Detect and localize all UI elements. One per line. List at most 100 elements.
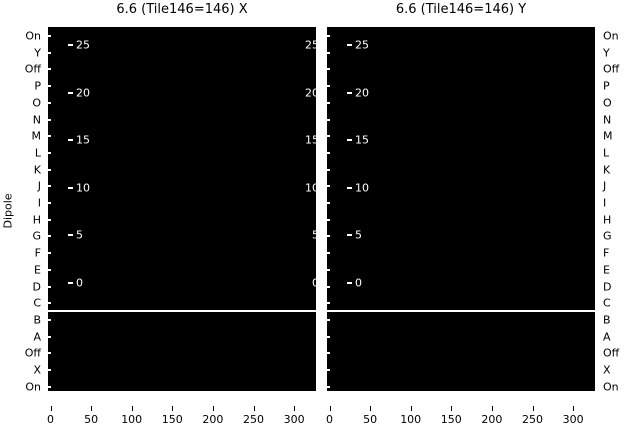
y-tick-mark (48, 285, 51, 288)
row-divider-line (327, 310, 595, 312)
x-tick-mark (451, 406, 453, 411)
x-tick-mark (131, 406, 133, 411)
row-label-right: E (603, 263, 610, 277)
row-label-left: Off (24, 346, 41, 360)
row-label-left: Off (24, 62, 41, 76)
y-tick-mark (327, 235, 330, 238)
clipped-tick-label: 15 (305, 133, 316, 147)
y-tick-mark (48, 101, 51, 104)
x-tick-mark (329, 406, 331, 411)
row-label-right: Off (603, 62, 620, 76)
inner-tick-mark (68, 234, 73, 237)
y-tick-mark (327, 318, 330, 321)
y-tick-mark (48, 218, 51, 221)
row-label-right: M (603, 129, 613, 143)
row-label-left: C (33, 296, 41, 310)
x-tick-label: 300 (283, 413, 305, 426)
x-tick-mark (491, 406, 493, 411)
inner-tick-mark (347, 44, 352, 46)
row-label-right: A (603, 330, 611, 344)
row-label-right: G (603, 229, 612, 243)
inner-tick-mark (347, 186, 352, 189)
row-label-left: A (33, 330, 41, 344)
y-tick-mark (48, 202, 51, 204)
clipped-tick-label: 20 (305, 86, 316, 100)
x-tick-label: 250 (243, 413, 264, 426)
inner-tick-mark (347, 234, 352, 237)
y-tick-mark (327, 369, 330, 371)
y-tick-mark (327, 168, 330, 171)
y-tick-mark (48, 118, 51, 121)
x-tick-mark (212, 406, 214, 411)
row-label-left: E (34, 263, 41, 277)
row-label-left: D (32, 280, 41, 293)
y-tick-mark (327, 118, 330, 121)
row-label-left: On (25, 380, 41, 394)
inner-tick-mark (347, 91, 352, 94)
row-label-right: N (603, 113, 612, 126)
inner-tick-mark (68, 186, 73, 189)
y-tick-mark (48, 35, 51, 37)
row-label-right: D (603, 280, 612, 293)
x-tick-mark (50, 406, 52, 411)
row-label-right: Off (603, 346, 620, 360)
inner-tick-label: 10 (76, 181, 90, 195)
y-tick-mark (48, 268, 51, 271)
y-tick-mark (327, 302, 330, 305)
y-tick-mark (327, 135, 330, 138)
y-tick-mark (48, 185, 51, 188)
row-label-left: G (32, 229, 41, 243)
inner-tick-label: 0 (355, 276, 362, 290)
x-tick-label: 150 (161, 413, 183, 426)
x-tick-mark (172, 406, 174, 411)
y-tick-mark (327, 151, 330, 154)
y-tick-mark (48, 68, 51, 71)
heatmap-panel-y: 25 20 15 10 5 0 (327, 27, 595, 391)
x-tick-mark (91, 406, 93, 411)
panel-title-y: 6.6 (Tile146=146) Y (395, 2, 527, 17)
row-label-right: J (603, 179, 607, 193)
y-tick-mark (48, 235, 51, 238)
x-tick-label: 200 (481, 413, 503, 426)
row-label-right: I (603, 196, 607, 210)
row-label-right: On (603, 29, 619, 43)
clipped-tick-label: 0 (312, 276, 316, 290)
x-tick-label: 0 (326, 413, 333, 426)
inner-tick-label: 0 (76, 276, 83, 290)
x-tick-label: 100 (121, 413, 143, 426)
row-label-left: P (34, 79, 41, 93)
row-label-right: F (603, 246, 610, 260)
y-tick-mark (48, 335, 51, 338)
row-label-left: H (32, 213, 41, 227)
x-tick-label: 300 (562, 413, 584, 426)
x-tick-label: 100 (400, 413, 422, 426)
inner-tick-label: 5 (76, 228, 83, 242)
y-tick-mark (327, 185, 330, 188)
x-tick-mark (532, 406, 534, 411)
x-tick-label: 50 (363, 413, 378, 426)
x-tick-label: 200 (202, 413, 224, 426)
row-label-right: L (603, 146, 610, 160)
inner-tick-label: 5 (355, 228, 362, 242)
x-tick-label: 0 (47, 413, 54, 426)
inner-tick-mark (68, 44, 73, 46)
inner-tick-label: 15 (355, 133, 369, 147)
inner-tick-label: 25 (355, 38, 369, 52)
y-tick-mark (48, 85, 51, 88)
row-label-left: B (33, 313, 41, 327)
y-tick-mark (48, 151, 51, 154)
y-tick-mark (48, 51, 51, 54)
clipped-tick-label: 5 (312, 228, 316, 242)
y-tick-mark (327, 202, 330, 204)
x-tick-mark (253, 406, 255, 411)
y-tick-mark (48, 302, 51, 305)
x-tick-label: 250 (522, 413, 543, 426)
panel-title-x: 6.6 (Tile146=146) X (116, 2, 248, 17)
row-label-right: H (603, 213, 612, 227)
y-tick-mark (327, 101, 330, 104)
y-tick-mark (48, 369, 51, 371)
row-label-left: K (33, 163, 41, 177)
x-tick-label: 150 (440, 413, 462, 426)
row-label-left: L (34, 146, 41, 160)
y-tick-mark (48, 352, 51, 355)
